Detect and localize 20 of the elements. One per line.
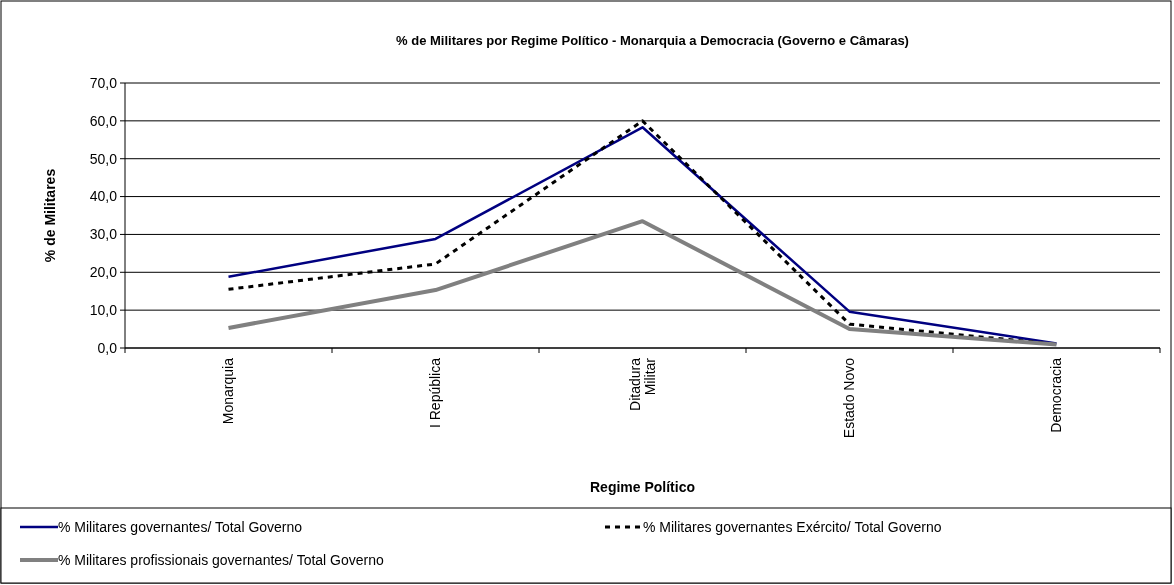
y-axis-title: % de Militares (42, 168, 58, 263)
x-tick-label: I República (427, 357, 444, 429)
line-series (226, 219, 1059, 347)
x-axis-title: Regime Político (589, 479, 696, 495)
legend-label: % Militares governantes Exército/ Total Governo (643, 518, 942, 535)
y-tick-label: 0,0 (97, 339, 118, 356)
y-tick-label: 70,0 (89, 74, 118, 91)
chart-title: % de Militares por Regime Político - Monarquia a Democracia (Governo e Câmaras) (396, 33, 909, 48)
y-tick-label: 10,0 (89, 302, 118, 319)
legend-label: % Militares profissionais governantes/ Total Governo (58, 551, 384, 568)
y-tick-label: 30,0 (89, 226, 118, 243)
x-tick-label: Monarquia (220, 357, 237, 425)
legend-label: % Militares governantes/ Total Governo (58, 518, 303, 535)
y-tick-label: 40,0 (89, 188, 118, 205)
x-tick-label: Democracia (1048, 357, 1065, 433)
x-tick-label: Ditadura Militar (626, 357, 659, 411)
y-tick-label: 50,0 (89, 150, 118, 167)
y-tick-label: 60,0 (89, 112, 118, 129)
y-tick-label: 20,0 (89, 264, 118, 281)
x-tick-label: Estado Novo (841, 357, 858, 439)
